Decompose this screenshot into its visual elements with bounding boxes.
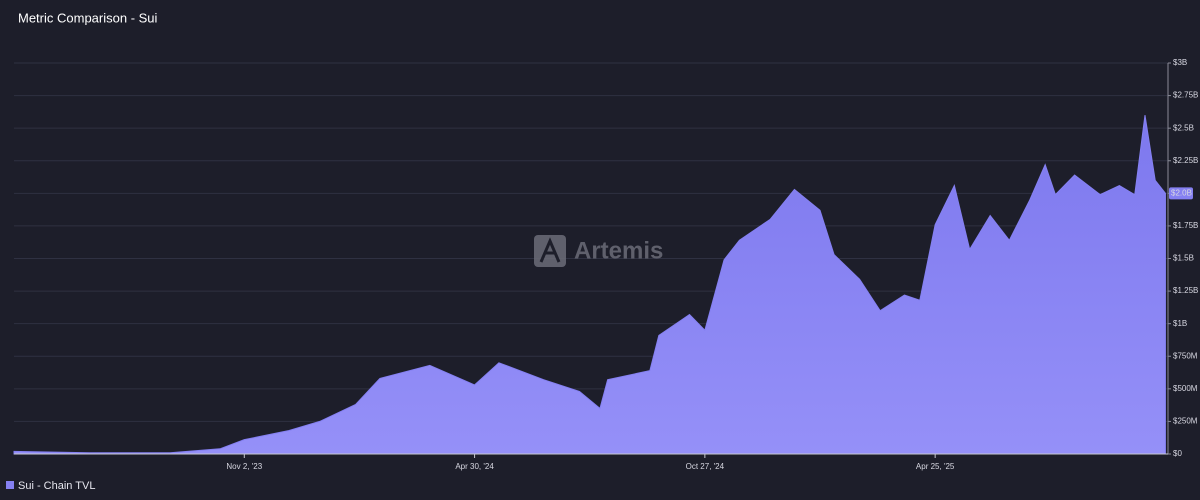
last-value-label: $2.0B	[1171, 188, 1192, 197]
y-tick-label: $2.75B	[1173, 91, 1198, 100]
axes: $0$250M$500M$750M$1B$1.25B$1.5B$1.75B$2B…	[14, 58, 1198, 471]
y-tick-label: $3B	[1173, 58, 1187, 67]
last-value-badge	[1169, 187, 1193, 200]
watermark: Artemis	[534, 235, 663, 267]
chart-title: Metric Comparison - Sui	[18, 10, 158, 25]
legend-label: Sui - Chain TVL	[18, 480, 95, 492]
area	[13, 115, 1166, 455]
x-tick-label: Nov 2, '23	[226, 462, 262, 471]
x-tick-label: Oct 27, '24	[686, 462, 725, 471]
y-tick-label: $1.75B	[1173, 221, 1198, 230]
y-tick-label: $1.5B	[1173, 254, 1194, 263]
y-tick-label: $2.5B	[1173, 123, 1194, 132]
x-tick-label: Apr 30, '24	[455, 462, 494, 471]
watermark-logo-glyph	[539, 237, 561, 263]
x-tick-label: Apr 25, '25	[916, 462, 955, 471]
y-tick-label: $1.25B	[1173, 286, 1198, 295]
plot	[13, 115, 1166, 455]
y-tick-label: $2.25B	[1173, 156, 1198, 165]
legend-swatch	[6, 481, 14, 489]
y-tick-label: $0	[1173, 449, 1182, 458]
watermark-text: Artemis	[574, 237, 663, 264]
y-tick-label: $250M	[1173, 417, 1198, 426]
grid	[14, 62, 1168, 455]
y-tick-label: $1B	[1173, 319, 1187, 328]
y-tick-label: $500M	[1173, 384, 1198, 393]
y-tick-label: $750M	[1173, 351, 1198, 360]
